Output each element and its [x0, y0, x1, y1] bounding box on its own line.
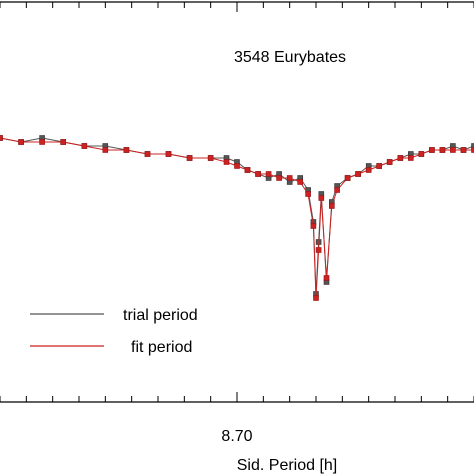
x-ticks	[0, 2, 474, 402]
data-point-1-17	[286, 175, 293, 181]
data-point-1-7	[144, 151, 151, 157]
data-point-1-28	[355, 171, 361, 177]
data-point-1-13	[244, 167, 251, 173]
data-point-1-31	[386, 159, 393, 165]
data-point-1-34	[418, 151, 425, 157]
data-point-1-24	[323, 275, 330, 281]
x-tick-label-8-70: 8.70	[221, 428, 252, 445]
data-point-1-11	[223, 159, 230, 165]
data-point-1-10	[207, 155, 214, 161]
chart-title: 3548 Eurybates	[234, 49, 346, 66]
data-point-1-39	[471, 147, 474, 153]
x-axis-label: Sid. Period [h]	[237, 457, 338, 474]
data-point-1-37	[450, 147, 456, 153]
data-point-1-19	[305, 191, 311, 197]
data-point-1-12	[234, 163, 240, 169]
data-point-1-27	[344, 175, 351, 181]
data-point-1-25	[328, 203, 335, 209]
series-line-1	[0, 137, 474, 299]
data-point-1-36	[439, 147, 446, 153]
data-point-1-14	[255, 171, 261, 177]
data-point-1-5	[102, 147, 109, 153]
data-point-1-30	[376, 163, 383, 169]
data-point-1-9	[186, 155, 193, 161]
data-point-1-3	[60, 139, 67, 145]
legend-label-trial-period: trial period	[123, 307, 198, 324]
data-point-1-8	[165, 151, 172, 157]
data-point-1-6	[123, 147, 130, 153]
data-point-1-15	[265, 171, 272, 177]
data-point-1-38	[460, 147, 467, 153]
data-point-1-29	[365, 167, 372, 173]
data-point-1-16	[276, 175, 282, 181]
legend-label-fit-period: fit period	[131, 339, 192, 356]
data-point-1-21	[313, 295, 319, 301]
data-point-1-18	[297, 179, 304, 185]
data-point-1-4	[81, 143, 88, 149]
data-point-1-32	[397, 155, 404, 161]
data-point-1-20	[310, 223, 317, 229]
data-point-1-2	[39, 139, 45, 145]
data-point-1-0	[0, 135, 3, 141]
data-point-1-26	[334, 187, 340, 193]
data-point-0-39	[471, 143, 474, 149]
data-point-1-1	[18, 139, 24, 145]
legend: trial period fit period	[30, 307, 198, 356]
series-layer	[0, 135, 474, 301]
data-point-1-35	[429, 147, 435, 153]
data-point-1-33	[407, 155, 414, 161]
data-point-1-23	[318, 195, 325, 201]
data-point-1-22	[315, 247, 322, 253]
